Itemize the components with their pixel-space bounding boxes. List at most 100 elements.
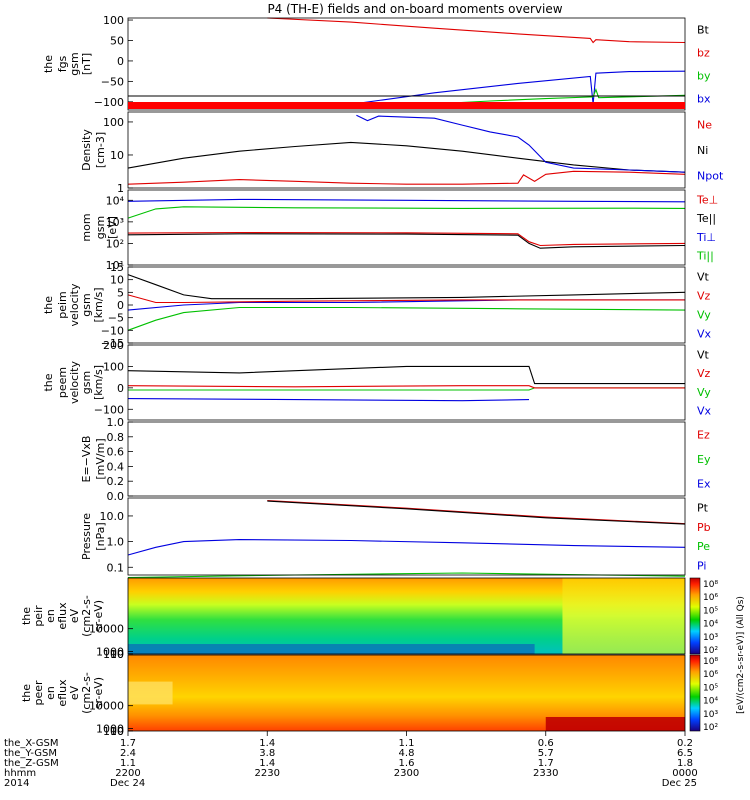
pressure-legend-3: Pi	[697, 559, 706, 572]
panel-velocity-peem: 200 100 0 −100 the peem velocity gsm [km/s] Vt Vz V…	[42, 339, 712, 421]
velocity-peim-series-2	[127, 294, 685, 304]
temperature-ytick-2: 10²	[106, 237, 124, 250]
velocity-peem-ytick-0: 200	[103, 339, 124, 352]
peir-spectrogram-ylabel-5: (cm2-s-	[80, 595, 93, 637]
xaxis-row-label-0: the_X-GSM	[4, 738, 58, 749]
velocity-peim-ytick-2: 5	[117, 286, 124, 299]
xaxis-col-4-row-3: 0000	[672, 768, 697, 779]
fgs-legend-2: by	[697, 70, 711, 83]
colorbar-1-tick-2: 10⁵	[703, 683, 718, 693]
peer-spectrogram-ylabel-1: peer	[32, 680, 45, 706]
velocity-peim-ylabel-1: peim	[56, 291, 69, 319]
density-ytick-1: 10	[110, 149, 124, 162]
peir-spectrogram-ylabel-1: peir	[32, 605, 45, 627]
colorbar-0-tick-4: 10³	[703, 633, 718, 643]
peer-spectrogram-ytick-3: 10	[110, 725, 124, 738]
velocity-peim-ytick-3: 0	[117, 299, 124, 312]
peir-spectrogram-image	[128, 578, 685, 654]
velocity-peem-legend-0: Vt	[697, 348, 710, 361]
fgs-series-0	[267, 17, 686, 44]
pressure-legend-0: Pt	[697, 502, 709, 515]
colorbar-1-tick-1: 10⁶	[703, 670, 718, 680]
efield-ytick-2: 0.6	[107, 446, 125, 459]
pressure-series-3	[127, 572, 686, 579]
temperature-legend-0: Te⊥	[696, 193, 718, 206]
colorbar-0-tick-0: 10⁸	[703, 580, 718, 590]
peir-spectrogram-ytick-2: 100	[103, 648, 124, 661]
efield-ytick-1: 0.8	[107, 431, 125, 444]
xaxis-row-label-4: 2014	[4, 778, 29, 789]
electron-flux-low-energy	[545, 717, 685, 731]
xaxis-col-2-row-2: 1.6	[399, 758, 415, 769]
fgs-ytick-1: 50	[110, 34, 124, 47]
efield-legend-1: Ey	[697, 453, 711, 466]
pressure-series-2	[127, 539, 686, 556]
panel-pressure: 10.0 1.0 0.1 Pressure [nPa] Pt Pb Pe Pi	[80, 497, 711, 579]
xaxis-row-label-1: the_Y-GSM	[4, 748, 57, 759]
peer-spectrogram-ylabel-2: en	[44, 686, 57, 700]
velocity-peim-series-0	[127, 306, 686, 331]
peer-spectrogram-ylabel-6: sr-eV)	[92, 677, 105, 709]
velocity-peem-ylabel-2: velocity	[68, 361, 81, 404]
peer-spectrogram-ytick-2: 100	[103, 725, 124, 738]
fgs-ylabel-3: [nT]	[80, 53, 93, 75]
temperature-ytick-0: 10⁴	[106, 194, 125, 207]
velocity-peim-series-3	[127, 274, 686, 300]
pressure-ylabel-1: [nPa]	[94, 522, 107, 550]
velocity-peim-ytick-1: 10	[110, 274, 124, 287]
colorbar-1-tick-0: 10⁸	[703, 657, 718, 667]
density-series-1	[127, 170, 686, 185]
velocity-peem-ylabel-4: [km/s]	[92, 365, 105, 400]
peer-spectrogram-ytick-0: 10000	[89, 700, 124, 713]
efield-legend-0: Ez	[697, 428, 710, 441]
colorbar-ion	[689, 577, 701, 655]
panel-efield: 1.0 0.8 0.60.4 0.2 0.0 E=−VxB [mV/m] Ez Ey Ex	[80, 416, 711, 503]
pressure-series-1	[267, 500, 686, 525]
velocity-peim-ylabel-4: [km/s]	[92, 287, 105, 322]
density-frame	[127, 111, 686, 189]
velocity-peem-legend-2: Vy	[697, 386, 711, 399]
temperature-legend-3: Ti||	[696, 250, 714, 263]
peir-spectrogram-ytick-1: 1000	[96, 645, 124, 658]
velocity-peem-frame	[127, 344, 686, 421]
xaxis-col-0-row-0: 1.7	[120, 738, 136, 749]
velocity-peim-ylabel-0: the	[42, 296, 55, 314]
temperature-legend-2: Ti⊥	[696, 231, 716, 244]
colorbar-0-tick-1: 10⁶	[703, 593, 718, 603]
temperature-ylabel-2: [eV]	[106, 216, 119, 239]
peir-spectrogram-ylabel-6: sr-eV)	[92, 600, 105, 632]
velocity-peim-legend-1: Vz	[697, 290, 711, 303]
panel-density: 100 10 1 Density [cm-3] Ne Ni Npot	[80, 111, 724, 195]
velocity-peim-ytick-6: −15	[101, 337, 124, 350]
colorbar-0-tick-5: 10²	[703, 646, 718, 656]
density-series-0	[127, 141, 686, 173]
xaxis-col-0-row-2: 1.1	[120, 758, 136, 769]
xaxis-row-label-3: hhmm	[4, 768, 36, 779]
velocity-peim-ylabel-2: velocity	[68, 283, 81, 326]
pressure-legend-2: Pe	[697, 540, 710, 553]
peer-spectrogram-ylabel-0: the	[20, 684, 33, 702]
peir-spectrogram-ylabel-4: eV	[68, 608, 81, 623]
xaxis-col-4-row-0: 0.2	[677, 738, 693, 749]
ion-flux-band-late	[562, 578, 685, 654]
xaxis-col-3-row-3: 2330	[533, 768, 558, 779]
peir-spectrogram-ylabel-2: en	[44, 609, 57, 623]
fgs-ytick-2: 0	[117, 55, 124, 68]
density-ylabel-1: [cm-3]	[94, 132, 107, 168]
peir-spectrogram-ylabel-0: the	[20, 607, 33, 625]
velocity-peim-series-1	[127, 299, 685, 311]
temperature-frame	[127, 189, 686, 266]
density-series-2	[356, 114, 686, 173]
pressure-ytick-2: 0.1	[107, 561, 125, 574]
temperature-series-2	[127, 231, 686, 247]
colorbar-1-tick-3: 10⁴	[703, 697, 718, 707]
velocity-peem-ylabel-0: the	[42, 373, 55, 391]
temperature-ytick-1: 10³	[106, 216, 124, 229]
velocity-peem-legend-3: Vx	[697, 405, 712, 418]
xaxis-row-label-2: the_Z-GSM	[4, 758, 59, 769]
velocity-peim-legend-0: Vt	[697, 271, 710, 284]
velocity-peim-frame	[127, 266, 686, 344]
velocity-peem-ylabel-3: gsm	[80, 371, 93, 394]
